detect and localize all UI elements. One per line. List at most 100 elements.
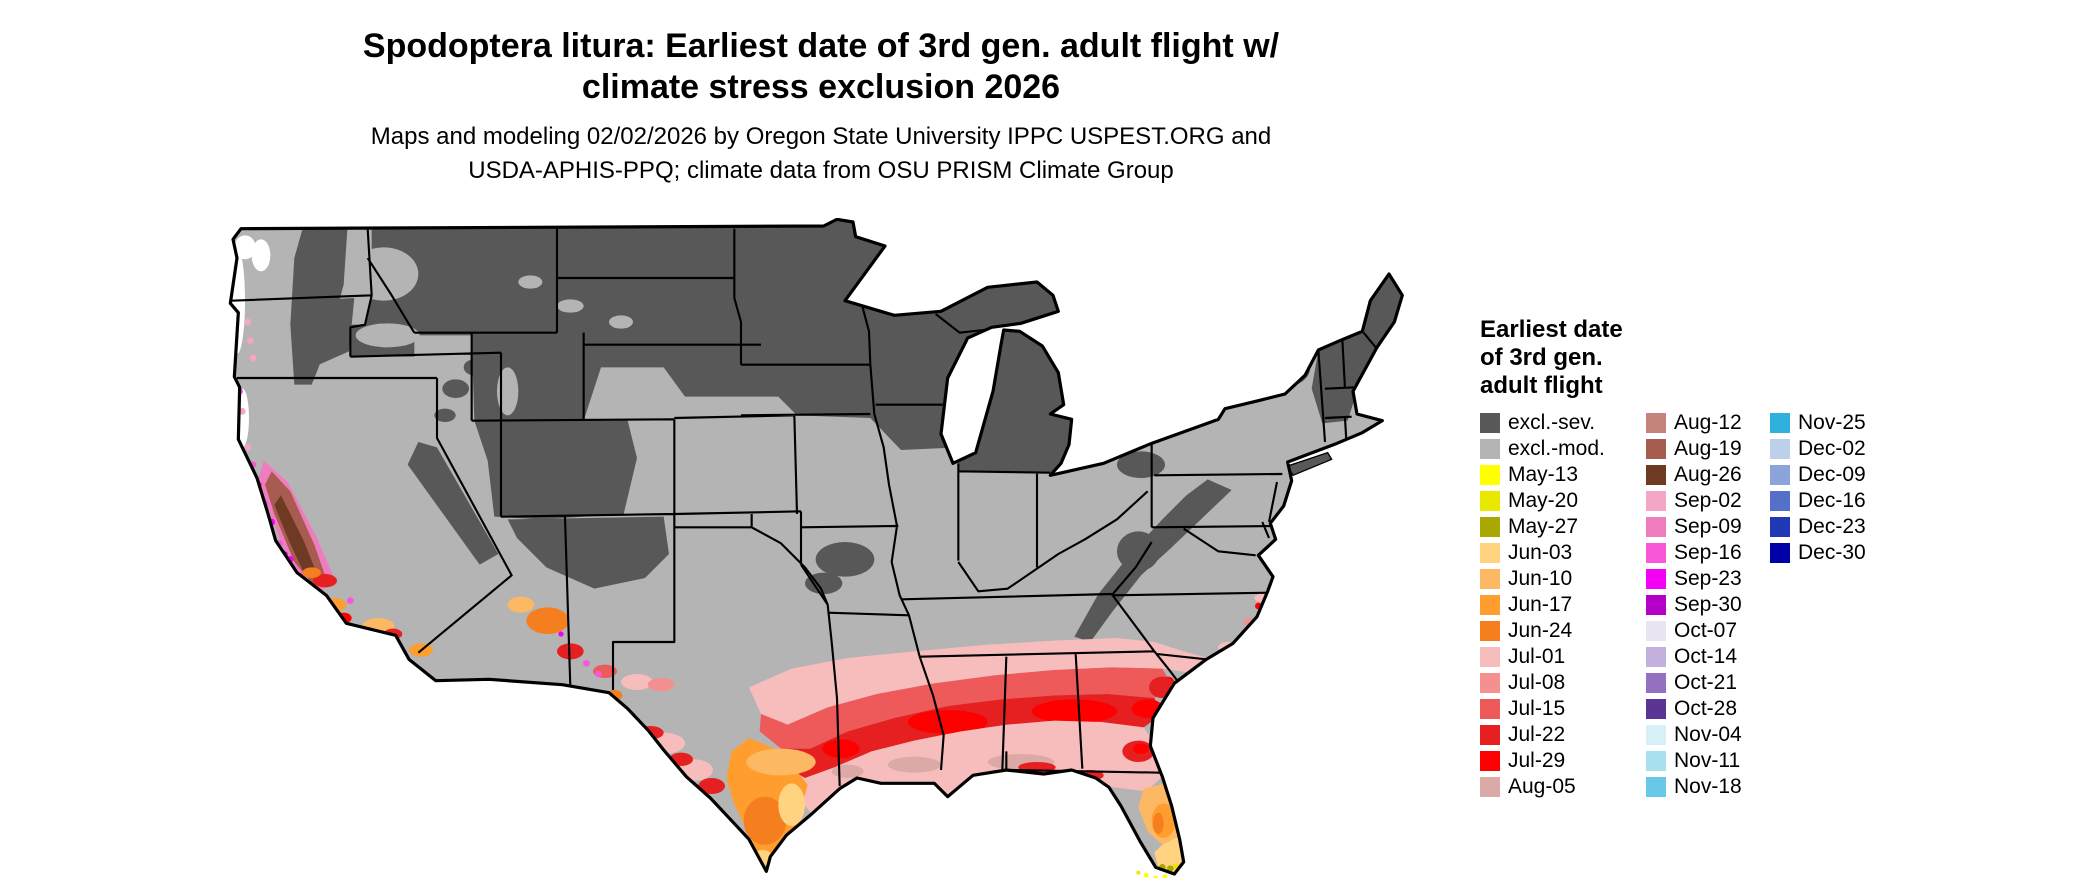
legend-row: Oct-21 xyxy=(1646,670,1770,696)
legend-row: Sep-30 xyxy=(1646,592,1770,618)
legend-row: Jul-08 xyxy=(1480,670,1646,696)
map-subtitle-line2: USDA-APHIS-PPQ; climate data from OSU PR… xyxy=(468,157,1174,184)
legend-label: Oct-07 xyxy=(1674,619,1738,642)
florida-keys-dots xyxy=(1136,870,1168,878)
legend-row: Oct-28 xyxy=(1646,696,1770,722)
legend-swatch xyxy=(1646,647,1666,667)
legend-swatch xyxy=(1646,491,1666,511)
us-outline xyxy=(228,218,1404,876)
legend-row: Aug-26 xyxy=(1646,462,1770,488)
state-borders xyxy=(231,228,1377,787)
legend-label: Aug-05 xyxy=(1508,775,1576,798)
legend-swatch xyxy=(1646,673,1666,693)
legend-label: Dec-23 xyxy=(1798,515,1866,538)
legend-swatch xyxy=(1480,647,1500,667)
legend-row: Sep-23 xyxy=(1646,566,1770,592)
legend: Earliest date of 3rd gen. adult flight e… xyxy=(1480,316,2060,800)
legend-swatch xyxy=(1646,465,1666,485)
legend-row: May-27 xyxy=(1480,514,1646,540)
legend-swatch xyxy=(1480,699,1500,719)
legend-row: Oct-14 xyxy=(1646,644,1770,670)
legend-swatch xyxy=(1480,595,1500,615)
legend-swatch xyxy=(1646,777,1666,797)
legend-label: Nov-18 xyxy=(1674,775,1742,798)
legend-row: Sep-16 xyxy=(1646,540,1770,566)
legend-swatch xyxy=(1646,413,1666,433)
legend-row: Jul-01 xyxy=(1480,644,1646,670)
legend-row: May-20 xyxy=(1480,488,1646,514)
legend-row: Aug-12 xyxy=(1646,410,1770,436)
legend-swatch xyxy=(1770,439,1790,459)
legend-label: Jun-10 xyxy=(1508,567,1573,590)
page-title: Spodoptera litura: Earliest date of 3rd … xyxy=(221,26,1421,108)
conus-map xyxy=(221,218,1421,878)
legend-label: Oct-28 xyxy=(1674,697,1738,720)
legend-label: Sep-16 xyxy=(1674,541,1742,564)
legend-label: Nov-04 xyxy=(1674,723,1742,746)
legend-row: Nov-04 xyxy=(1646,722,1770,748)
legend-swatch xyxy=(1480,491,1500,511)
legend-row: Sep-02 xyxy=(1646,488,1770,514)
legend-label: Dec-02 xyxy=(1798,437,1866,460)
legend-swatch xyxy=(1480,543,1500,563)
legend-swatch xyxy=(1770,413,1790,433)
legend-swatch xyxy=(1480,725,1500,745)
legend-label: Oct-21 xyxy=(1674,671,1738,694)
legend-swatch xyxy=(1646,517,1666,537)
legend-label: Nov-11 xyxy=(1674,749,1741,772)
legend-title-line3: adult flight xyxy=(1480,372,1603,399)
page-title-line2: climate stress exclusion 2026 xyxy=(581,68,1061,106)
legend-label: Sep-02 xyxy=(1674,489,1742,512)
legend-row: May-13 xyxy=(1480,462,1646,488)
legend-title: Earliest date of 3rd gen. adult flight xyxy=(1480,316,2060,400)
northwest-valley-dots xyxy=(244,318,257,362)
legend-label: Nov-25 xyxy=(1798,411,1866,434)
legend-swatch xyxy=(1646,569,1666,589)
legend-label: Dec-30 xyxy=(1798,541,1866,564)
legend-row: Jul-29 xyxy=(1480,748,1646,774)
legend-label: Jul-01 xyxy=(1508,645,1566,668)
legend-row: Jul-15 xyxy=(1480,696,1646,722)
legend-row: Dec-09 xyxy=(1770,462,1866,488)
legend-label: Sep-30 xyxy=(1674,593,1742,616)
legend-label: Sep-09 xyxy=(1674,515,1742,538)
legend-row: Jun-03 xyxy=(1480,540,1646,566)
legend-label: Jun-24 xyxy=(1508,619,1573,642)
legend-row: Jun-17 xyxy=(1480,592,1646,618)
south-texas-jun10 xyxy=(746,748,816,776)
legend-label: Aug-12 xyxy=(1674,411,1742,434)
legend-row: Dec-02 xyxy=(1770,436,1866,462)
legend-label: Dec-09 xyxy=(1798,463,1866,486)
legend-columns: excl.-sev. excl.-mod. May-13 May-20 May-27 Ju… xyxy=(1480,410,2060,800)
legend-swatch xyxy=(1770,491,1790,511)
excluded-moderate-patches xyxy=(349,247,633,416)
legend-row: Oct-07 xyxy=(1646,618,1770,644)
legend-swatch xyxy=(1646,439,1666,459)
legend-label: Jul-29 xyxy=(1508,749,1566,772)
legend-row: Aug-19 xyxy=(1646,436,1770,462)
conus-map-svg xyxy=(228,218,1404,878)
legend-row: Nov-11 xyxy=(1646,748,1770,774)
legend-column: Aug-12 Aug-19 Aug-26 Sep-02 Sep-09 Sep-16 Sep-… xyxy=(1646,410,1770,800)
legend-title-line2: of 3rd gen. xyxy=(1480,344,1603,371)
legend-swatch xyxy=(1480,569,1500,589)
legend-row: Sep-09 xyxy=(1646,514,1770,540)
legend-label: May-20 xyxy=(1508,489,1579,512)
map-subtitle-line1: Maps and modeling 02/02/2026 by Oregon S… xyxy=(370,123,1272,150)
legend-swatch xyxy=(1646,595,1666,615)
legend-label: Jun-03 xyxy=(1508,541,1573,564)
legend-label: Jul-15 xyxy=(1508,697,1566,720)
legend-row: Nov-25 xyxy=(1770,410,1866,436)
legend-swatch xyxy=(1646,699,1666,719)
southeast-band-jul01 xyxy=(749,638,1208,725)
legend-swatch xyxy=(1770,517,1790,537)
legend-title-line1: Earliest date xyxy=(1480,316,1623,343)
legend-label: Sep-23 xyxy=(1674,567,1742,590)
legend-row: Aug-05 xyxy=(1480,774,1646,800)
legend-row: Nov-18 xyxy=(1646,774,1770,800)
legend-swatch xyxy=(1480,621,1500,641)
legend-label: Dec-16 xyxy=(1798,489,1866,512)
legend-label: May-13 xyxy=(1508,463,1579,486)
legend-swatch xyxy=(1480,751,1500,771)
